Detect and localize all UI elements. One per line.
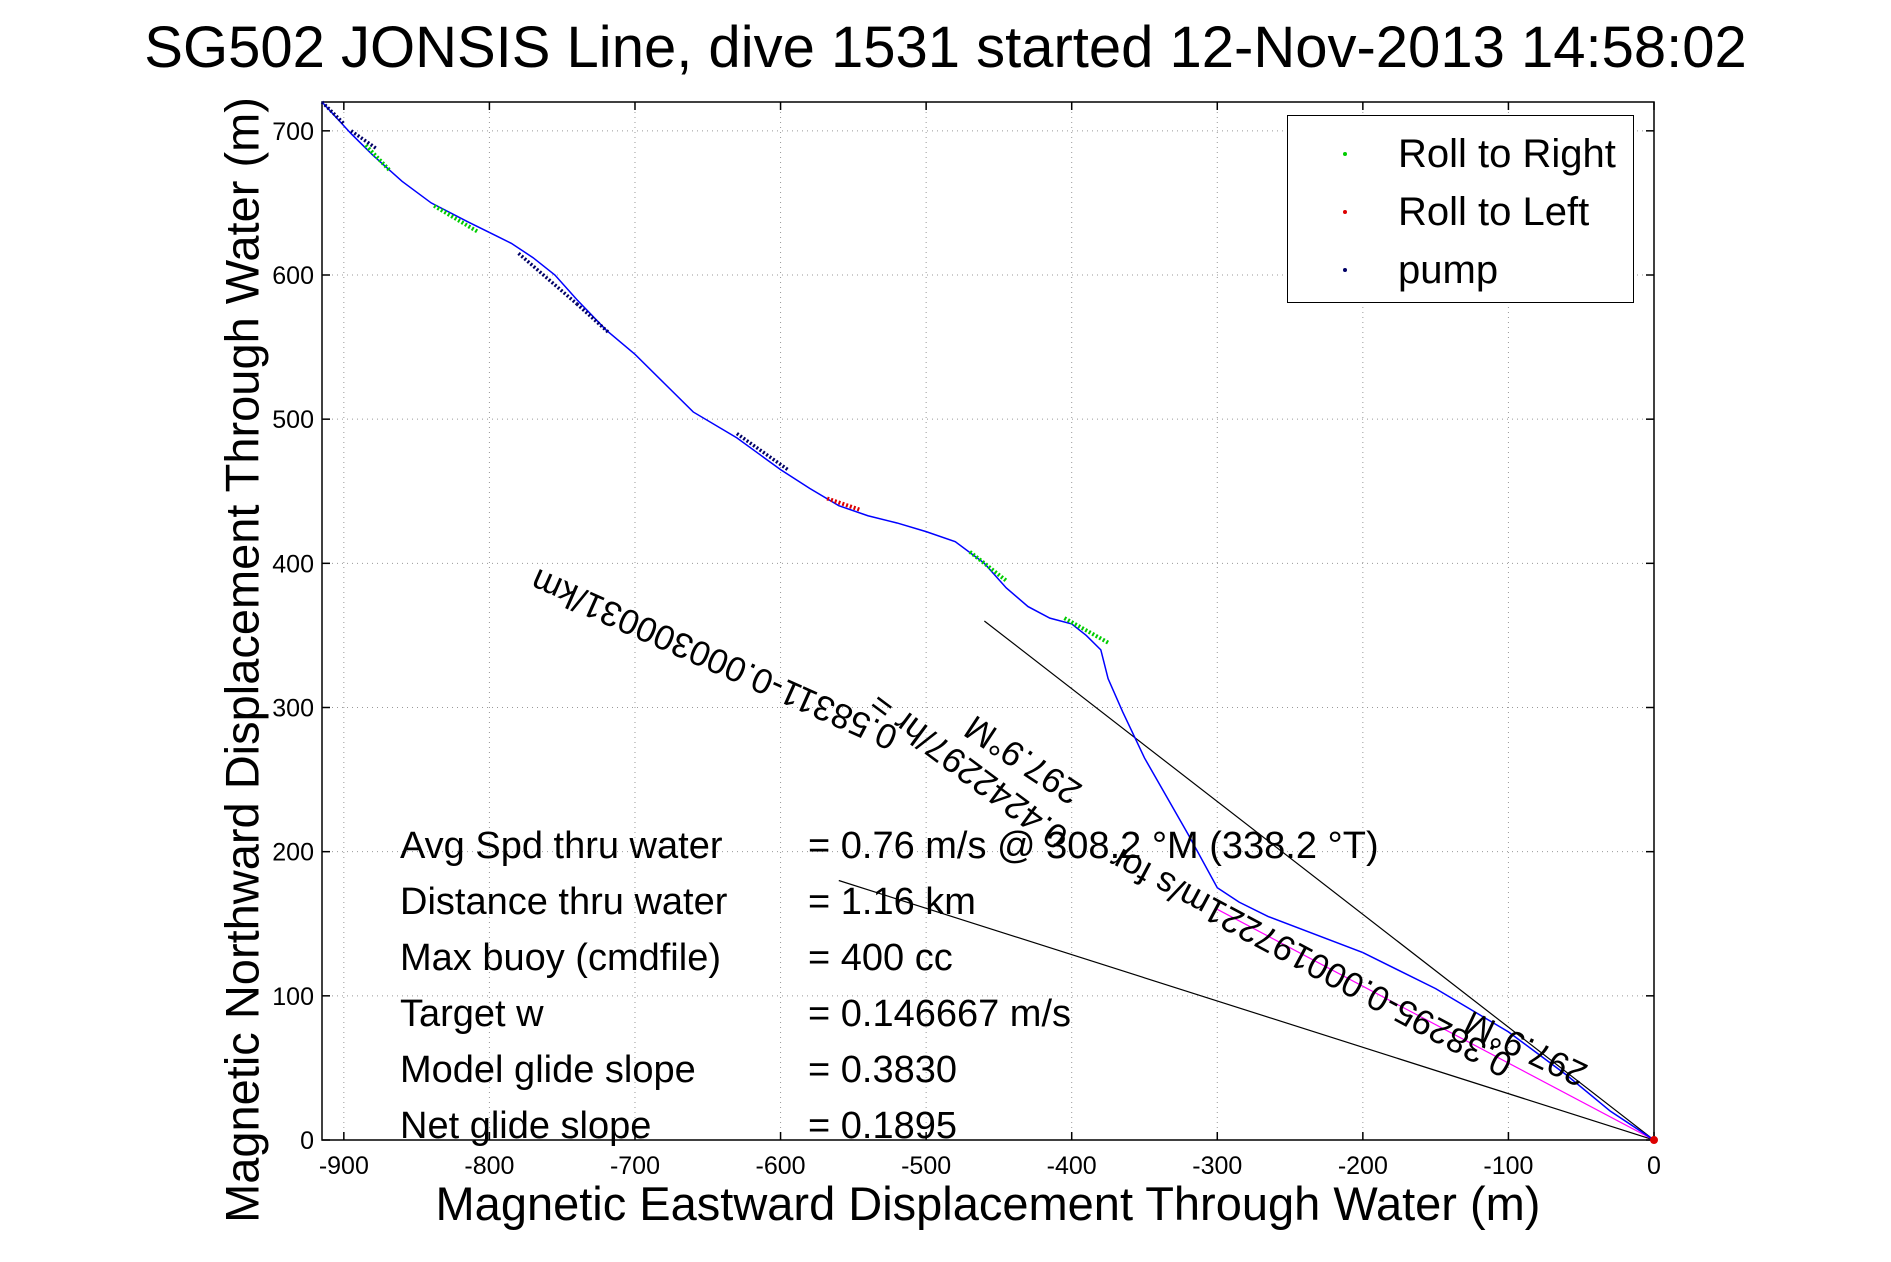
y-tick-label: 0	[300, 1127, 314, 1155]
stat-label-max-buoy: Max buoy (cmdfile)	[400, 937, 721, 979]
legend-label-pump: pump	[1398, 248, 1499, 292]
y-tick-label: 300	[272, 695, 314, 723]
x-tick-label: -700	[610, 1152, 660, 1180]
roll-right-points	[1063, 616, 1110, 645]
chart-title: SG502 JONSIS Line, dive 1531 started 12-…	[144, 15, 1747, 80]
pump-points	[575, 302, 610, 334]
x-tick-label: -200	[1338, 1152, 1388, 1180]
line-annotation: 0.38295-0.000197221m/s for	[1103, 839, 1518, 1085]
legend-label-roll-left: Roll to Left	[1398, 190, 1590, 234]
chart-legend: Roll to Right Roll to Left pump	[1287, 115, 1634, 303]
roll-left-points	[826, 496, 862, 512]
line-annotation: 297.9°M	[1458, 1003, 1593, 1094]
x-tick-label: -300	[1192, 1152, 1242, 1180]
x-tick-label: -400	[1047, 1152, 1097, 1180]
legend-item-pump: pump	[1288, 242, 1633, 300]
y-tick-label: 400	[272, 550, 314, 578]
legend-item-roll-right: Roll to Right	[1288, 126, 1633, 184]
roll-right-points	[364, 143, 392, 173]
stat-value-net-glide: = 0.1895	[808, 1105, 957, 1147]
pump-points	[350, 129, 377, 150]
x-tick-label: -900	[319, 1152, 369, 1180]
pump-points	[735, 432, 789, 472]
stat-label-model-glide: Model glide slope	[400, 1049, 696, 1091]
plot-frame	[321, 101, 1655, 1141]
x-tick-label: 0	[1647, 1152, 1661, 1180]
x-tick-label: -600	[756, 1152, 806, 1180]
x-tick-label: -500	[901, 1152, 951, 1180]
y-tick-label: 100	[272, 983, 314, 1011]
pump-points	[517, 252, 578, 306]
line-annotation: 0.58311-0.000300031/km	[525, 561, 903, 757]
legend-marker-roll-left	[1343, 210, 1347, 214]
x-axis-label: Magnetic Eastward Displacement Through W…	[435, 1177, 1541, 1230]
reference-line	[983, 620, 1655, 1141]
glider-track-line	[321, 101, 1655, 1141]
legend-label-roll-right: Roll to Right	[1398, 132, 1616, 176]
stat-value-target-w: = 0.146667 m/s	[808, 993, 1072, 1035]
x-tick-label: -800	[464, 1152, 514, 1180]
stat-value-max-buoy: = 400 cc	[808, 937, 953, 979]
stat-label-target-w: Target w	[400, 993, 544, 1035]
y-tick-label: 200	[272, 839, 314, 867]
stat-label-net-glide: Net glide slope	[400, 1105, 652, 1147]
pump-points	[320, 100, 346, 125]
legend-item-roll-left: Roll to Left	[1288, 184, 1633, 242]
reference-line	[838, 879, 1655, 1141]
dive-end-point	[1650, 1136, 1658, 1144]
stat-label-avg-speed: Avg Spd thru water	[400, 825, 723, 867]
y-tick-label: 500	[272, 406, 314, 434]
roll-right-points	[433, 204, 479, 234]
x-tick-label: -100	[1483, 1152, 1533, 1180]
y-tick-label: 600	[272, 262, 314, 290]
y-tick-label: 700	[272, 118, 314, 146]
stat-label-distance: Distance thru water	[400, 881, 728, 923]
stat-value-avg-speed: = 0.76 m/s @ 308.2 °M (338.2 °T)	[808, 825, 1379, 867]
reference-line	[1216, 908, 1655, 1141]
stat-value-model-glide: = 0.3830	[808, 1049, 957, 1091]
legend-marker-pump	[1343, 268, 1347, 272]
y-axis-label: Magnetic Northward Displacement Through …	[215, 97, 269, 1223]
stat-value-distance: = 1.16 km	[808, 881, 976, 923]
legend-marker-roll-right	[1343, 152, 1347, 156]
